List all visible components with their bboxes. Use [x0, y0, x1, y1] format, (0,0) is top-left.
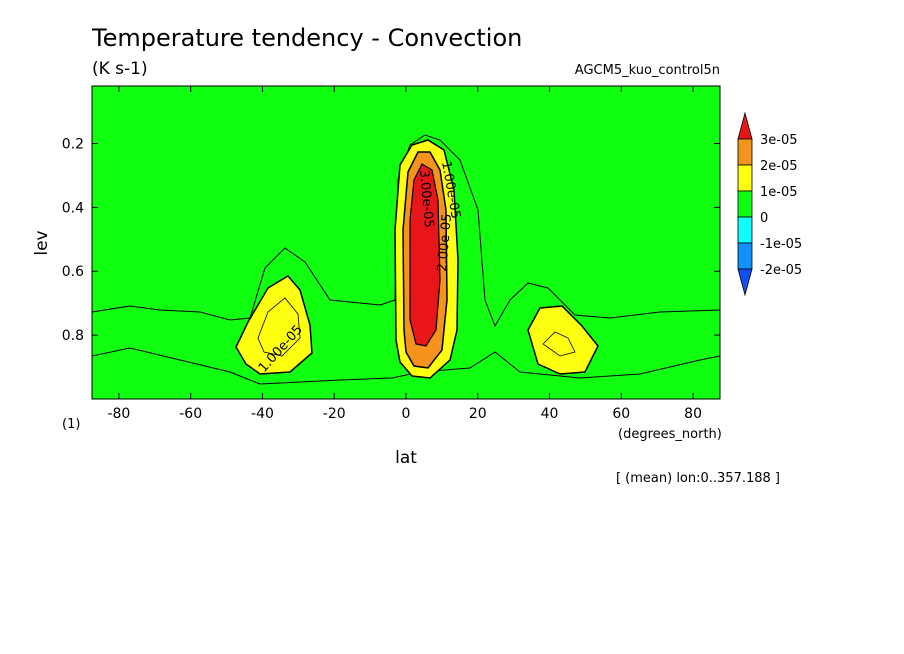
core-3e-05 — [409, 163, 441, 347]
y-tick-label: 0.6 — [62, 264, 84, 280]
units-label: (K s-1) — [92, 59, 148, 79]
colorbar-cell — [737, 138, 753, 166]
colorbar-label: -1e-05 — [760, 237, 802, 252]
colorbar-cell — [737, 164, 753, 192]
x-tick-label: -60 — [179, 406, 202, 422]
northern-cell-fill — [527, 305, 599, 375]
colorbar-label: -2e-05 — [760, 263, 802, 278]
colorbar-label: 3e-05 — [760, 133, 798, 148]
x-tick-label: -40 — [251, 406, 274, 422]
x-tick-label: -80 — [107, 406, 130, 422]
x-tick-label: -20 — [323, 406, 346, 422]
contour-label: 2.00e-05 — [435, 213, 455, 272]
northern-cell-inner — [542, 331, 576, 357]
colorbar-cell — [737, 242, 753, 270]
mean-note: [ (mean) lon:0..357.188 ] — [616, 471, 780, 486]
experiment-label: AGCM5_kuo_control5n — [575, 63, 720, 78]
colorbar-cell — [737, 111, 753, 140]
colorbar-cell — [737, 268, 753, 297]
contour-line — [91, 347, 721, 385]
x-units-label: (degrees_north) — [618, 427, 722, 442]
chart-title: Temperature tendency - Convection — [91, 24, 522, 52]
y-axis: 0.2 0.4 0.6 0.8 — [62, 136, 720, 344]
contour-line — [91, 134, 721, 328]
southern-cell-inner — [257, 297, 301, 357]
x-axis: -80 -60 -40 -20 0 20 40 60 80 — [107, 86, 702, 422]
colorbar-label: 2e-05 — [760, 159, 798, 174]
y-axis-label: lev — [32, 230, 52, 255]
x-tick-label: 80 — [684, 406, 702, 422]
y-tick-label: 0.8 — [62, 328, 84, 344]
y-units-label: (1) — [62, 417, 80, 432]
y-tick-label: 0.2 — [62, 136, 84, 152]
x-tick-label: 40 — [541, 406, 559, 422]
colorbar-label: 0 — [760, 211, 768, 226]
y-tick-label: 0.4 — [62, 200, 84, 216]
colorbar: 3e-05 2e-05 1e-05 0 -1e-05 -2e-05 — [737, 111, 802, 297]
contour-label: 3.00e-05 — [416, 169, 436, 228]
x-tick-label: 20 — [469, 406, 487, 422]
southern-cell-fill — [235, 275, 313, 375]
plot-area: 1.00e-05 2.00e-05 3.00e-05 1.00e-05 — [91, 85, 721, 400]
colorbar-cell — [737, 190, 753, 218]
colorbar-cell — [737, 216, 753, 244]
x-tick-label: 0 — [402, 406, 411, 422]
x-tick-label: 60 — [612, 406, 630, 422]
colorbar-label: 1e-05 — [760, 185, 798, 200]
x-axis-label: lat — [395, 448, 417, 468]
